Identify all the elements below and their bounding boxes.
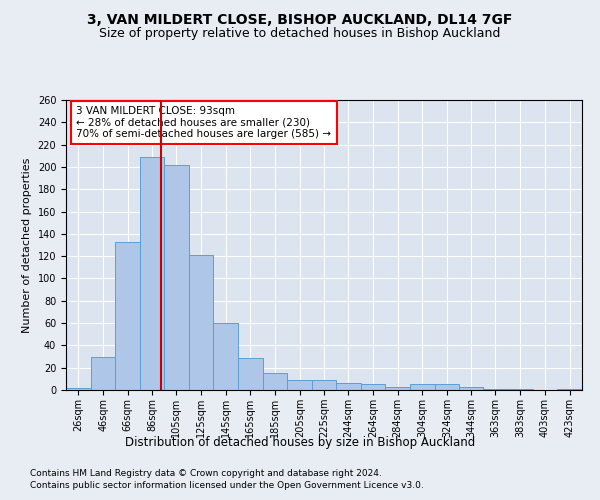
- Text: Contains public sector information licensed under the Open Government Licence v3: Contains public sector information licen…: [30, 481, 424, 490]
- Bar: [385, 386, 410, 390]
- Bar: [213, 323, 238, 390]
- Bar: [164, 164, 188, 390]
- Bar: [115, 242, 140, 390]
- Bar: [336, 384, 361, 390]
- Bar: [263, 374, 287, 390]
- Bar: [410, 384, 435, 390]
- Text: Distribution of detached houses by size in Bishop Auckland: Distribution of detached houses by size …: [125, 436, 475, 449]
- Bar: [435, 384, 460, 390]
- Bar: [287, 380, 312, 390]
- Bar: [66, 388, 91, 390]
- Text: Contains HM Land Registry data © Crown copyright and database right 2024.: Contains HM Land Registry data © Crown c…: [30, 468, 382, 477]
- Bar: [483, 389, 508, 390]
- Bar: [140, 157, 164, 390]
- Bar: [238, 358, 263, 390]
- Bar: [361, 384, 385, 390]
- Bar: [188, 255, 213, 390]
- Bar: [557, 389, 582, 390]
- Bar: [91, 356, 115, 390]
- Text: 3, VAN MILDERT CLOSE, BISHOP AUCKLAND, DL14 7GF: 3, VAN MILDERT CLOSE, BISHOP AUCKLAND, D…: [88, 12, 512, 26]
- Text: Size of property relative to detached houses in Bishop Auckland: Size of property relative to detached ho…: [100, 28, 500, 40]
- Bar: [312, 380, 336, 390]
- Bar: [460, 386, 483, 390]
- Text: 3 VAN MILDERT CLOSE: 93sqm
← 28% of detached houses are smaller (230)
70% of sem: 3 VAN MILDERT CLOSE: 93sqm ← 28% of deta…: [76, 106, 331, 139]
- Y-axis label: Number of detached properties: Number of detached properties: [22, 158, 32, 332]
- Bar: [508, 389, 533, 390]
